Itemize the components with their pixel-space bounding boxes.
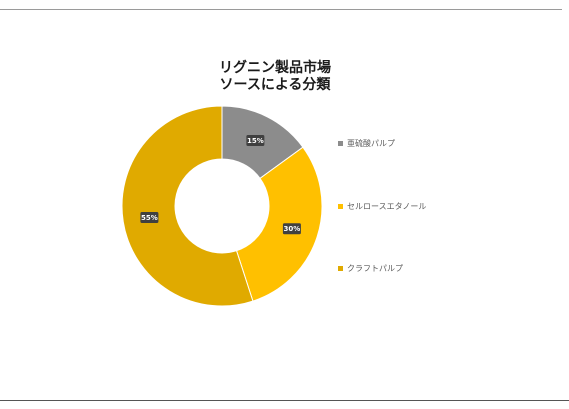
data-label-box-1 [246, 135, 265, 147]
bottom-divider [0, 400, 569, 401]
top-divider [0, 9, 562, 10]
data-label-text-3: 55% [141, 214, 158, 222]
pie-slice-2 [235, 146, 323, 302]
legend-item-3: クラフトパルプ [338, 263, 403, 274]
legend-item-2: セルロースエタノール [338, 201, 426, 212]
data-label-text-1: 15% [247, 137, 264, 145]
chart-title: リグニン製品市場 ソースによる分類 [180, 60, 370, 94]
legend-swatch-1 [338, 141, 343, 146]
data-label-2: 30% [282, 223, 301, 235]
legend-swatch-2 [338, 204, 343, 209]
chart-title-line-2: ソースによる分類 [219, 77, 331, 93]
legend-swatch-3 [338, 266, 343, 271]
data-label-3: 55% [140, 211, 159, 223]
data-label-1: 15% [246, 135, 265, 147]
chart-title-line-1: リグニン製品市場 [219, 60, 331, 76]
legend-label-1: 亜硫酸パルプ [347, 139, 395, 148]
pie-slice-3 [121, 105, 254, 307]
legend-item-1: 亜硫酸パルプ [338, 138, 395, 149]
legend-label-3: クラフトパルプ [347, 264, 403, 273]
legend-label-2: セルロースエタノール [347, 202, 427, 211]
data-label-text-2: 30% [284, 225, 301, 233]
data-label-box-3 [140, 211, 159, 223]
data-label-box-2 [282, 223, 301, 235]
